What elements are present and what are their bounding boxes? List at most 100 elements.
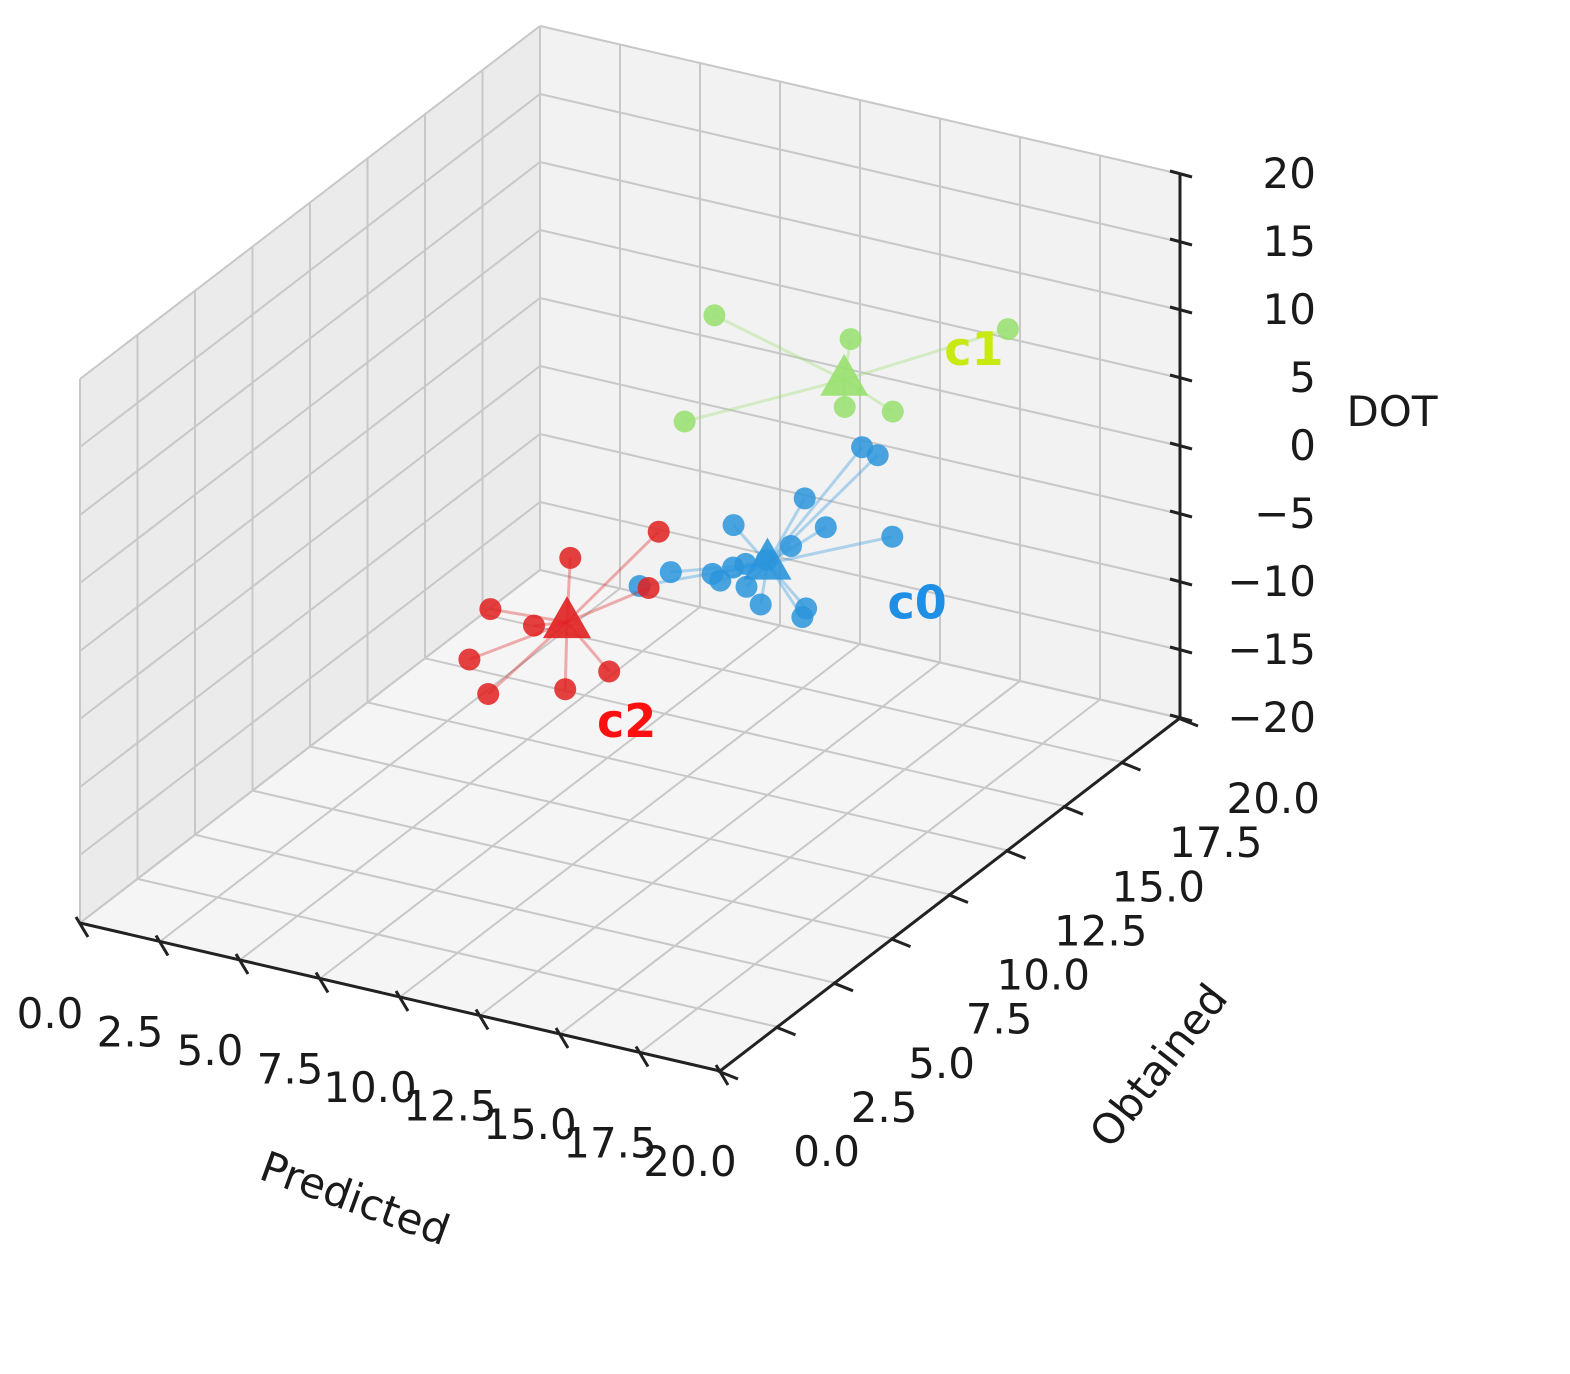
data-point: [881, 400, 904, 423]
data-point: [647, 520, 670, 543]
data-point: [780, 535, 802, 557]
data-point: [479, 598, 502, 621]
grid-line-z-left: [79, 365, 541, 720]
centroid-marker: [543, 596, 591, 639]
y-tick: [774, 1025, 797, 1037]
x-tick-label: 10.0: [323, 1063, 417, 1112]
y-tick-label: 10.0: [996, 951, 1090, 1000]
data-point: [833, 396, 856, 418]
tick-labels: 0.0 2.5 5.0 7.5 10.012.515.017.520.0 0.02.55.…: [17, 149, 1320, 1186]
grid-line-y-floor: [482, 613, 1123, 764]
x-tick-label: 12.5: [403, 1082, 497, 1131]
x-tick-label: 2.5: [97, 1008, 164, 1057]
z-tick-label: −10: [1227, 557, 1316, 606]
grid-line-z-back: [539, 25, 1181, 175]
y-tick-label: 12.5: [1054, 906, 1148, 955]
x-tick: [554, 1027, 570, 1049]
y-tick: [717, 1069, 739, 1081]
z-tick-label: 5: [1289, 353, 1316, 402]
z-tick-label: 20: [1263, 149, 1316, 198]
y-tick-label: 17.5: [1169, 818, 1263, 867]
z-tick: [1169, 373, 1193, 383]
x-tick-label: 20.0: [643, 1137, 737, 1186]
y-tick-label: 2.5: [851, 1083, 918, 1132]
cluster-label-c1: c1: [944, 322, 1003, 376]
y-tick: [1119, 760, 1142, 772]
data-point: [814, 516, 837, 539]
centroid-marker: [743, 537, 792, 580]
x-tick: [714, 1064, 730, 1086]
data-point: [637, 577, 660, 599]
y-tick-label: 7.5: [966, 995, 1033, 1044]
grid-line-z-left: [79, 25, 541, 380]
grid-line-z-left: [79, 161, 541, 516]
series-c2: [458, 520, 670, 705]
data-point: [866, 444, 889, 467]
series-c0: [628, 436, 904, 629]
x-tick-label: 15.0: [483, 1100, 577, 1149]
data-point: [554, 678, 577, 701]
grid-line-z-left: [79, 93, 541, 448]
y-tick-label: 0.0: [793, 1127, 860, 1176]
x-tick-label: 0.0: [17, 989, 84, 1038]
z-tick: [1169, 713, 1193, 723]
y-tick: [947, 893, 969, 904]
x-tick: [474, 1008, 490, 1031]
series-c1: [673, 304, 1019, 433]
z-tick-label: 0: [1289, 421, 1316, 470]
y-tick: [1004, 849, 1027, 860]
grid-line-z-back: [539, 501, 1181, 651]
data-point: [722, 514, 745, 537]
cluster-label-c2: c2: [597, 694, 656, 748]
link-line: [767, 535, 893, 566]
y-axis-title: Obtained: [1080, 975, 1237, 1157]
z-tick: [1169, 237, 1193, 247]
data-point: [598, 660, 621, 683]
data-point: [458, 648, 481, 671]
grid-line-z-left: [79, 433, 541, 788]
data-point: [795, 597, 818, 620]
grid-line-z-back: [539, 297, 1181, 447]
z-tick: [1169, 577, 1193, 587]
link-line: [713, 313, 845, 382]
grid-line-z-left: [79, 297, 541, 652]
grid-line-z-back: [539, 229, 1181, 379]
data-point: [673, 410, 696, 433]
tick-marks: [74, 169, 1199, 1086]
y-tick-label: 5.0: [908, 1039, 975, 1088]
grid-line-y-floor: [309, 745, 951, 896]
grid-line-z-left: [79, 501, 541, 856]
cluster-labels: c0 c1 c2: [597, 322, 1003, 748]
z-tick: [1169, 305, 1193, 315]
y-tick-label: 20.0: [1226, 774, 1320, 823]
y-tick-label: 15.0: [1111, 862, 1205, 911]
x-tick-label: 7.5: [257, 1045, 324, 1094]
centroid-marker: [820, 353, 869, 396]
grid-line-z-back: [539, 433, 1181, 583]
grid-line-y-floor: [137, 877, 778, 1028]
z-tick-label: −15: [1227, 625, 1316, 674]
x-tick: [314, 971, 330, 994]
grid-line-z-left: [79, 569, 541, 924]
x-tick: [154, 934, 170, 957]
data-point: [735, 575, 758, 598]
x-tick: [394, 990, 410, 1012]
data-point: [523, 614, 545, 637]
z-tick: [1169, 169, 1193, 179]
data-point: [477, 683, 500, 705]
grid-line-y-floor: [367, 701, 1008, 852]
z-tick: [1169, 509, 1193, 519]
data-point: [749, 593, 772, 616]
x-tick: [74, 916, 90, 938]
data-point: [559, 546, 582, 569]
grid-line-z-left: [79, 229, 541, 584]
grid-line-y-floor: [424, 657, 1066, 808]
z-tick-label: 10: [1263, 285, 1316, 334]
data-point: [996, 318, 1019, 341]
data-series: [458, 304, 1019, 705]
data-point: [839, 328, 862, 351]
y-tick: [1062, 804, 1084, 816]
y-tick: [889, 937, 912, 948]
data-point: [793, 487, 816, 510]
